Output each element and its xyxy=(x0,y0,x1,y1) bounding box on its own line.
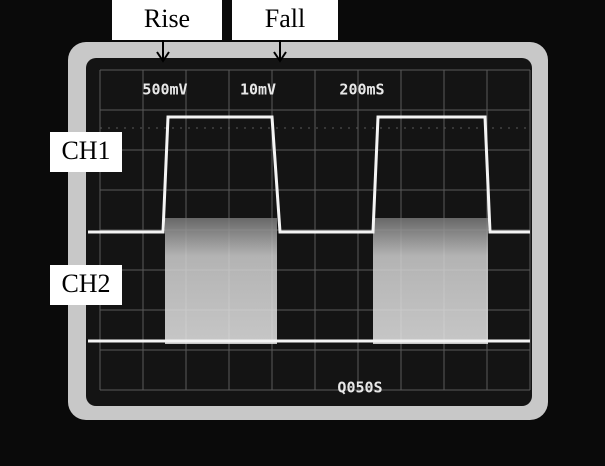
rise-label: Rise xyxy=(144,4,190,33)
ch2-scale: 10mV xyxy=(240,81,276,99)
oscilloscope-photo: 500mV 10mV 200mS Q050S Rise Fall CH1 CH2 xyxy=(0,0,605,466)
ch2-label: CH2 xyxy=(61,269,110,298)
ch1-scale: 500mV xyxy=(142,81,187,99)
ch2-burst xyxy=(373,218,488,344)
delay: Q050S xyxy=(337,379,382,397)
ch1-label: CH1 xyxy=(61,136,110,165)
fall-label: Fall xyxy=(265,4,305,33)
time-base: 200mS xyxy=(339,81,384,99)
ch2-burst xyxy=(165,218,277,344)
